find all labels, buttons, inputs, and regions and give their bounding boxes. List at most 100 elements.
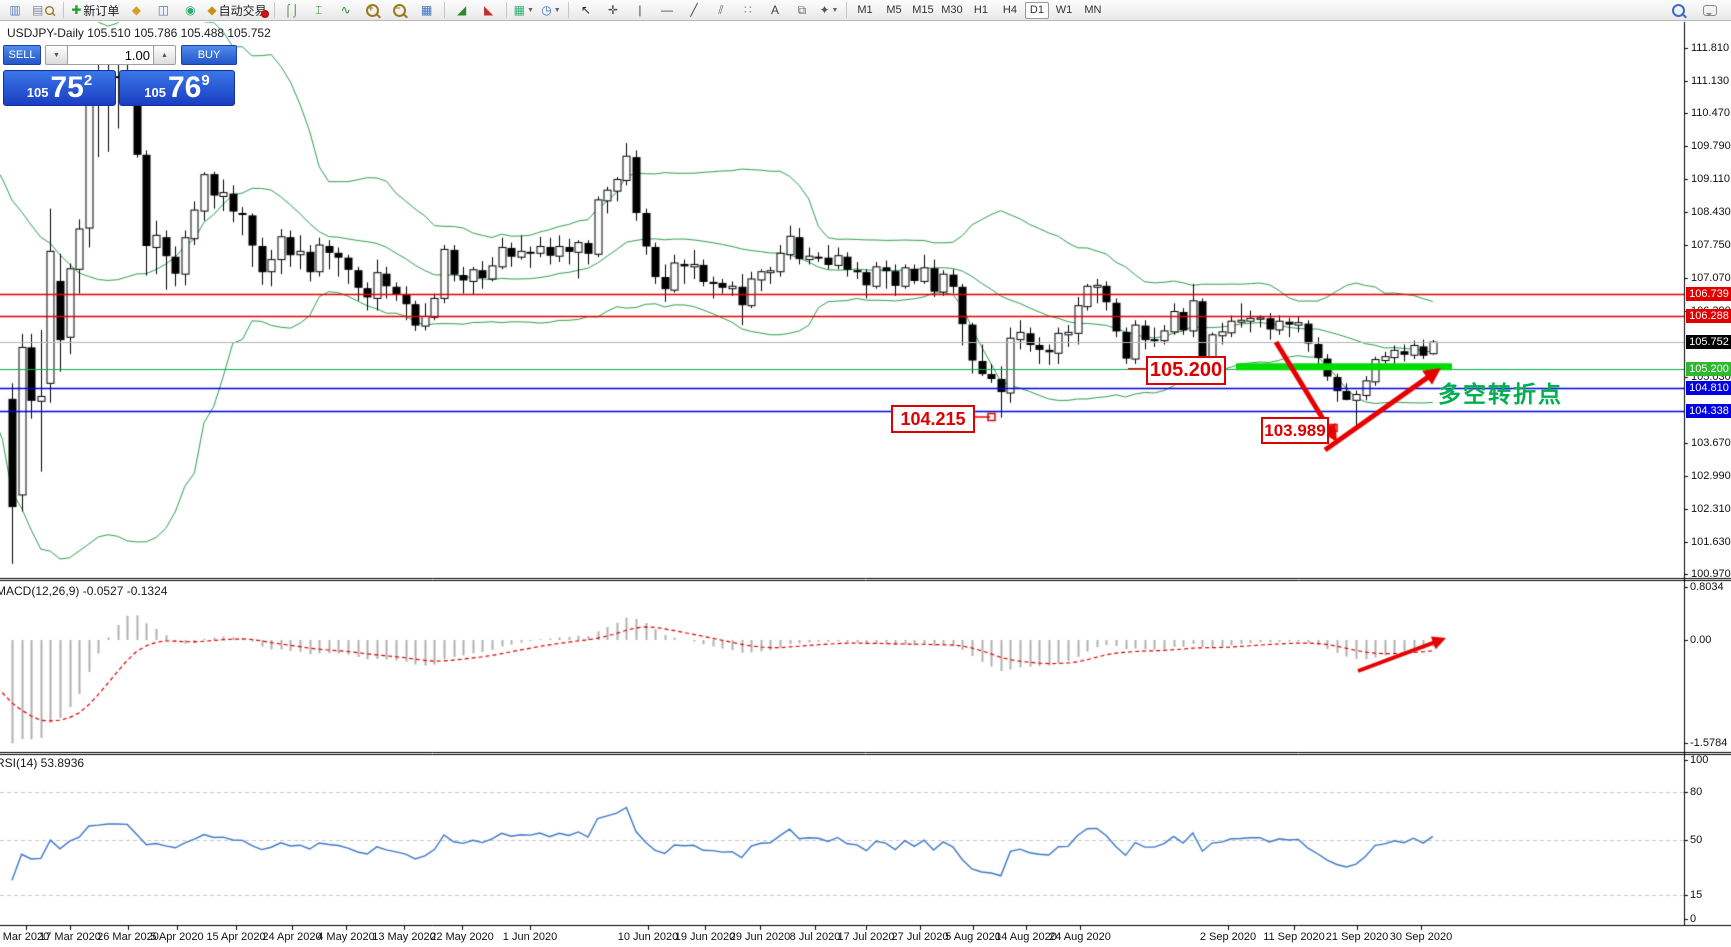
buy-button[interactable]: BUY [181,45,237,65]
sell-price-quote[interactable]: 105 75 2 [3,70,116,106]
timeframe-m1-button[interactable]: M1 [857,4,873,16]
indicators-button-caret-icon: ▼ [527,6,534,14]
price-axis-tick-label: 111.810 [1691,42,1730,54]
timeframe-d1-button[interactable]: D1 [1024,1,1049,19]
text-label-icon: ⧉ [797,2,807,17]
chart-shift-icon: ◣ [484,3,494,17]
date-axis-label: 17 Jul 2020 [837,931,895,943]
date-axis-label: 10 Jun 2020 [617,931,679,943]
rsi-scale-label: 100 [1690,754,1709,766]
autotrading-status-dot [260,10,269,18]
date-axis-label: 24 Aug 2020 [1049,931,1111,943]
chart-window-icon: ▥ [9,3,21,17]
bar-chart-button[interactable]: ⌠⌡ [279,1,305,19]
price-axis-tick-label: 108.430 [1691,206,1731,219]
timeframe-m15-button[interactable]: M15 [912,4,934,16]
timeframe-w1-button[interactable]: W1 [1055,4,1073,16]
timeframe-h1-button[interactable]: H1 [973,4,988,16]
price-axis-badge-105.200: 105.200 [1686,361,1731,376]
text-label-button[interactable]: ⧉ [789,1,815,19]
price-axis-tick-label: 111.130 [1691,74,1730,87]
date-axis-label: 29 Jun 2020 [729,931,791,943]
horizontal-line-button[interactable]: — [654,1,680,19]
chart-shift-button[interactable]: ◣ [476,1,502,19]
text-button[interactable]: A [762,1,788,19]
community-button[interactable]: ◉ [177,1,203,19]
zoom-out-button[interactable]: − [387,1,413,19]
sell-price-pip: 2 [83,72,93,89]
shapes-button[interactable]: ✦ ▼ [816,1,842,19]
autotrading-button[interactable]: ◆ 自动交易 [204,1,269,19]
community-icon: ◉ [185,3,196,17]
timeframe-h4-button[interactable]: H4 [1002,4,1017,16]
price-axis-badge-104.338: 104.338 [1686,403,1731,418]
symbol-ohlc-line: USDJPY-Daily 105.510 105.786 105.488 105… [7,26,271,40]
chart-window-button[interactable]: ▥ [2,1,28,19]
toolbar-separator [845,2,847,18]
cursor-button[interactable]: ↖ [573,1,599,19]
toolbar-separator [567,2,569,18]
vertical-line-button[interactable]: | [627,1,653,19]
text-icon: A [770,3,779,17]
price-annotation-label: 105.200 [1146,356,1226,385]
rsi-scale-label: 0 [1690,913,1697,925]
profiles-icon: ▤ [32,3,44,17]
date-axis-label: 24 Apr 2020 [262,931,322,943]
buy-price-handle: 105 [144,85,166,100]
new-order-button[interactable]: ✚ 新订单 [68,1,122,19]
date-axis-label: 15 Apr 2020 [206,931,266,943]
metaeditor-button[interactable]: ◫ [150,1,176,19]
buy-price-pip: 9 [201,72,210,89]
market-icon: ◆ [131,3,142,17]
search-icon [1671,3,1685,17]
date-axis-label: 5 Apr 2020 [150,931,204,943]
buy-price-big: 76 [167,71,202,104]
timeframe-mn-button[interactable]: MN [1084,4,1102,16]
periods-icon: ◷ [541,3,552,17]
price-axis-tick-label: 102.990 [1691,470,1731,483]
rsi-scale-label: 15 [1690,889,1703,902]
price-axis-badge-106.288: 106.288 [1686,308,1731,323]
autotrading-icon: ◆ [207,3,217,17]
shapes-icon: ✦ [819,3,830,17]
candlestick-chart-button[interactable]: ⌶ [306,1,332,19]
volume-input[interactable] [67,45,155,65]
timeframe-m30-button[interactable]: M30 [941,4,963,16]
bar-chart-icon: ⌠⌡ [284,3,299,17]
volume-increase-button[interactable]: ▲ [153,45,176,65]
chat-button[interactable] [1697,1,1723,19]
horizontal-line-icon: — [660,3,673,17]
rsi-scale-label: 50 [1690,833,1703,846]
date-axis-label: 26 Mar 2020 [97,931,159,943]
profiles-button[interactable]: ▤ [29,1,59,19]
buy-price-quote[interactable]: 105 76 9 [119,70,235,106]
crosshair-button[interactable]: ✛ [600,1,626,19]
macd-scale-label: -1.5784 [1690,737,1728,750]
date-axis-label: 2 Sep 2020 [1199,931,1257,943]
date-axis-label: 13 May 2020 [372,931,436,943]
line-chart-button[interactable]: ∿ [333,1,359,19]
market-button[interactable]: ◆ [123,1,149,19]
channel-button[interactable]: ⫽ [708,1,734,19]
price-axis-tick-label: 100.970 [1691,568,1731,581]
timeframe-m5-button[interactable]: M5 [886,4,902,16]
sell-button[interactable]: SELL [3,45,41,65]
auto-scroll-button[interactable]: ◢ [449,1,475,19]
volume-decrease-button[interactable]: ▼ [45,45,68,65]
periods-button[interactable]: ◷ ▼ [538,1,564,19]
fibonacci-button[interactable]: ∷ [735,1,761,19]
date-axis-label: Mar 2020 [2,931,50,943]
date-axis-label: 19 Jun 2020 [674,931,736,943]
indicators-button[interactable]: ▦ ▼ [511,1,537,19]
rsi-scale-label: 80 [1690,785,1703,798]
search-button[interactable] [1665,1,1691,19]
date-axis-label: 5 Aug 2020 [945,931,1001,943]
tile-windows-button[interactable]: ▦ [414,1,440,19]
rsi-indicator-label: RSI(14) 53.8936 [0,756,85,770]
trendline-button[interactable]: ╱ [681,1,707,19]
price-axis-tick-label: 107.070 [1691,272,1731,285]
zoom-in-button[interactable]: + [360,1,386,19]
toolbar-separator [443,2,445,18]
chart-canvas[interactable] [0,21,1731,947]
toolbar-separator [63,2,65,18]
